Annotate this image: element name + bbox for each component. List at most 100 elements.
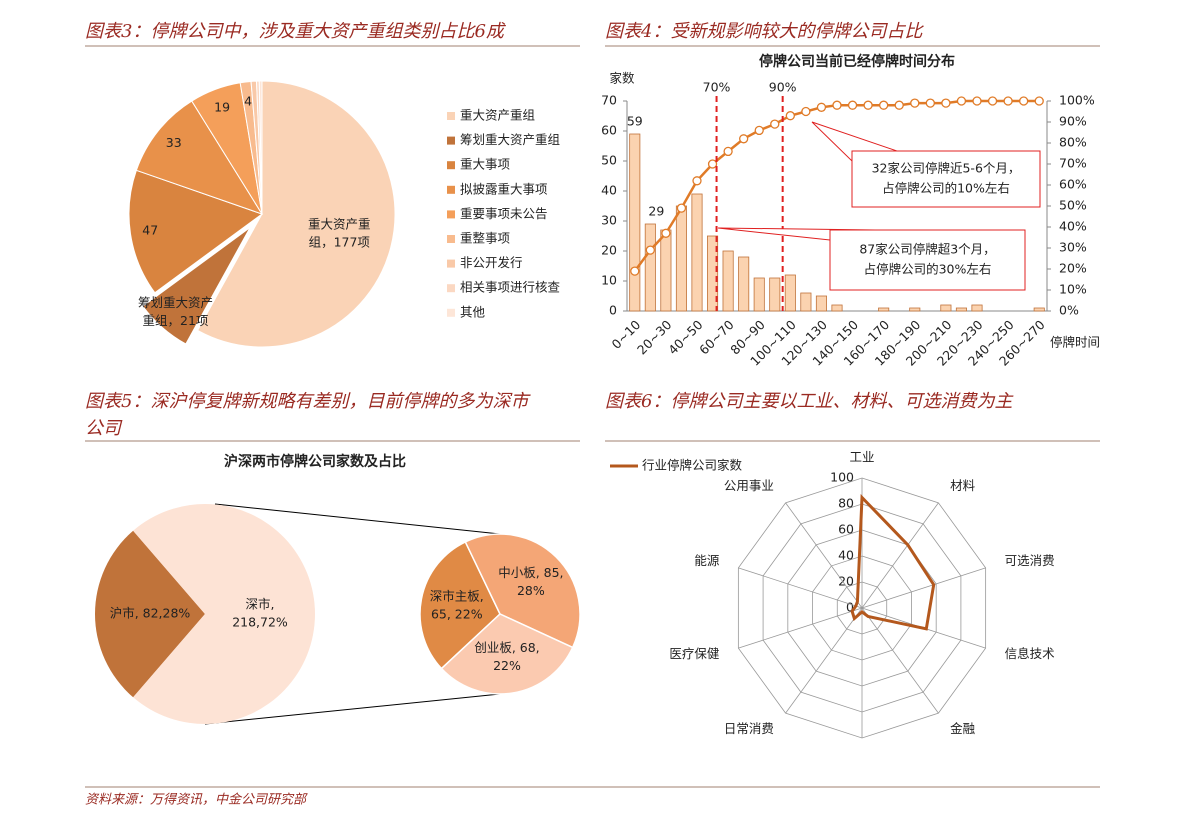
radar-spoke: [861, 567, 986, 609]
slice-label: 重大资产重: [308, 216, 371, 231]
radar-category: 公用事业: [724, 478, 774, 493]
bar-label: 29: [648, 204, 664, 219]
legend-swatch: [447, 235, 455, 243]
y-tick-label: 0: [609, 303, 617, 318]
line-marker: [1034, 96, 1044, 106]
legend-label: 重大资产重组: [460, 108, 535, 123]
r-tick-label: 80: [838, 496, 854, 511]
y-tick-label: 10: [601, 273, 617, 288]
bar-label: 59: [627, 114, 643, 129]
slice-label: 创业板, 68,: [474, 640, 539, 655]
r-tick-label: 40: [838, 548, 854, 563]
r-tick-label: 20: [838, 574, 854, 589]
line-marker: [785, 111, 795, 121]
radar-spoke: [861, 607, 939, 714]
annotation-label: 90%: [769, 80, 797, 95]
y-axis-label: 家数: [609, 71, 635, 86]
line-marker: [816, 102, 827, 112]
y2-tick-label: 70%: [1059, 156, 1087, 171]
line-marker: [723, 146, 733, 157]
radar-category: 能源: [694, 553, 720, 568]
line-marker: [894, 100, 904, 110]
radar-category: 材料: [950, 478, 976, 493]
slice-label: 筹划重大资产: [138, 295, 213, 310]
y2-tick-label: 40%: [1059, 219, 1087, 234]
y2-tick-label: 80%: [1059, 135, 1087, 150]
radar-spoke: [785, 502, 863, 609]
chart-title: 停牌公司当前已经停牌时间分布: [759, 53, 955, 70]
section-heading: 公司: [85, 418, 123, 439]
legend-swatch: [447, 210, 455, 219]
radar-spoke: [738, 607, 863, 649]
legend-swatch: [447, 308, 455, 317]
slice-label: 33: [166, 135, 182, 150]
line-marker: [972, 96, 982, 106]
slice-label: 深市,: [246, 597, 275, 612]
y-tick-label: 70: [601, 93, 617, 108]
y-tick-label: 30: [601, 213, 617, 228]
slice-label: 47: [142, 222, 158, 237]
y2-tick-label: 10%: [1059, 282, 1087, 297]
radar-category: 日常消费: [724, 721, 774, 736]
line-marker: [801, 106, 811, 117]
callout-text: 占停牌公司的10%左右: [882, 181, 1010, 196]
callout-box: [829, 229, 1026, 291]
radar-series: [850, 493, 936, 631]
line-marker: [832, 100, 842, 110]
y2-tick-label: 100%: [1059, 93, 1095, 108]
legend-label: 非公开发行: [460, 255, 523, 270]
slice-label: 沪市, 82,28%: [110, 606, 191, 621]
radar-spoke: [861, 502, 939, 609]
bar: [675, 205, 687, 312]
pie-slice: [133, 504, 315, 724]
line-marker: [1003, 96, 1013, 106]
slice-label: 218,72%: [232, 615, 288, 630]
section-heading: 图表3：停牌公司中，涉及重大资产重组类别占比6成: [85, 21, 507, 42]
bar: [831, 304, 843, 312]
line-marker: [770, 119, 780, 129]
bar: [769, 277, 781, 312]
pie-slice: [197, 80, 396, 348]
legend-label: 行业停牌公司家数: [642, 458, 743, 473]
y-tick-label: 60: [601, 123, 617, 138]
line-marker: [879, 100, 889, 110]
radar-category: 可选消费: [1005, 553, 1055, 568]
connector: [214, 503, 501, 535]
y2-tick-label: 60%: [1059, 177, 1087, 192]
callout-text: 占停牌公司的30%左右: [864, 262, 992, 277]
line-marker: [925, 98, 935, 108]
line-marker: [630, 266, 640, 276]
line-marker: [987, 96, 998, 106]
x-axis-label: 停牌时间: [1050, 335, 1100, 350]
legend-swatch: [447, 161, 455, 170]
slice-label: 4: [244, 93, 252, 108]
chart-title: 沪深两市停牌公司家数及占比: [224, 453, 406, 470]
slice-label: 中小板, 85,: [498, 565, 563, 580]
y2-tick-label: 20%: [1059, 261, 1087, 276]
bar: [660, 229, 672, 312]
radar-category: 医疗保健: [669, 646, 720, 661]
callout-text: 32家公司停牌近5-6个月，: [872, 161, 1021, 176]
line-marker: [956, 96, 967, 106]
bar: [815, 295, 827, 312]
legend-swatch: [447, 259, 455, 268]
pie-slice: [94, 530, 205, 698]
section-heading: 图表5：深沪停复牌新规略有差别，目前停牌的多为深市: [85, 391, 531, 412]
legend-label: 拟披露重大事项: [460, 181, 548, 196]
radar-category: 信息技术: [1005, 646, 1056, 661]
y2-tick-label: 0%: [1059, 303, 1079, 318]
slice-label: 65, 22%: [431, 606, 483, 621]
line-marker: [847, 100, 858, 110]
bar: [691, 193, 703, 312]
line-marker: [754, 125, 764, 136]
bar: [909, 307, 921, 312]
pie-slice: [142, 227, 251, 345]
slice-label: 深市主板,: [430, 588, 484, 603]
bar: [753, 277, 765, 312]
legend-label: 重大事项: [460, 157, 510, 172]
callout-text: 87家公司停牌超3个月，: [859, 242, 995, 257]
source-note: 资料来源：万得资讯，中金公司研究部: [85, 792, 308, 808]
line-marker: [661, 228, 671, 238]
section-heading: 图表6：停牌公司主要以工业、材料、可选消费为主: [605, 391, 1014, 412]
legend-label: 其他: [460, 304, 486, 319]
